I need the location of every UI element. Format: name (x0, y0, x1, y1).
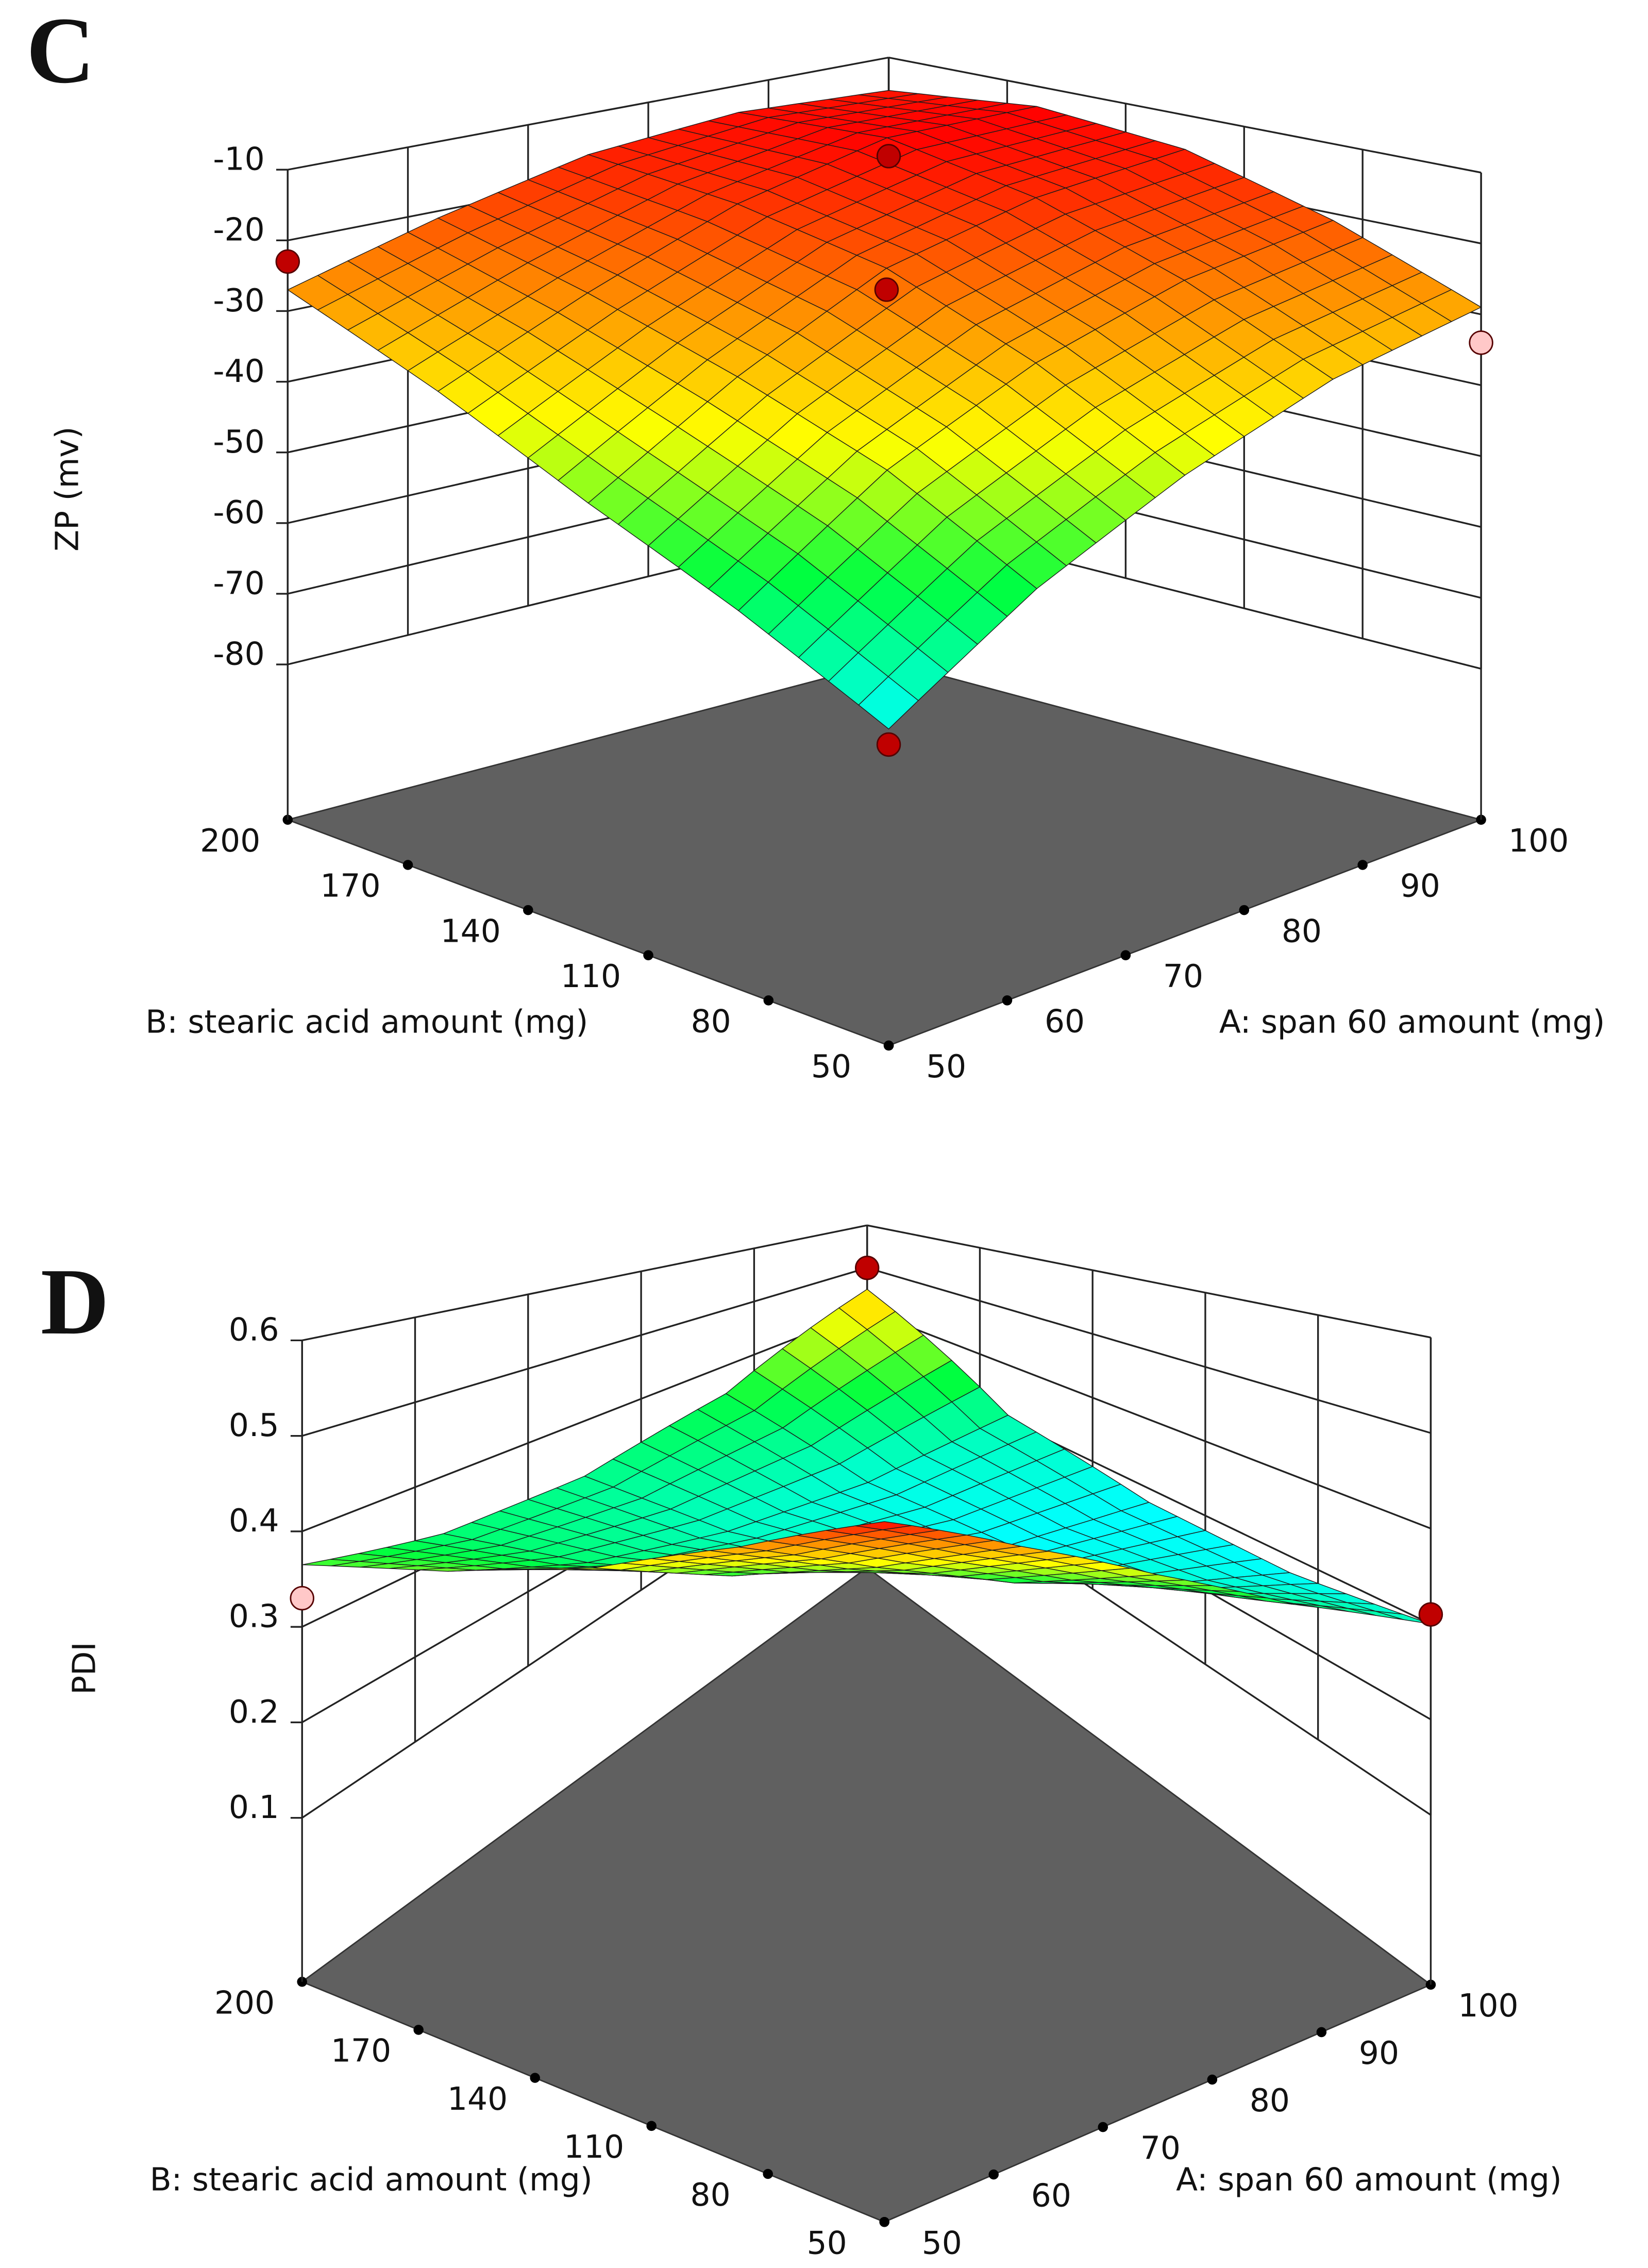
y-tick-label: 80 (691, 2177, 731, 2213)
tick-mark (1120, 950, 1131, 960)
x-tick-label: 70 (1163, 958, 1203, 995)
grid-line (301, 1267, 868, 1437)
floor (300, 1566, 1433, 2223)
design-point (1469, 330, 1493, 355)
z-tick-label: -50 (213, 424, 264, 460)
tick-mark (763, 995, 774, 1006)
y-axis-label: B: stearic acid amount (mg) (150, 2162, 593, 2198)
z-tick-label: -40 (213, 353, 264, 390)
x-tick-label: 80 (1282, 913, 1322, 949)
x-axis-label: A: span 60 amount (mg) (1219, 1004, 1605, 1041)
x-tick-label: 50 (922, 2225, 962, 2261)
grid-line (287, 56, 889, 171)
grid-line (867, 1267, 1431, 1434)
tick-mark (1239, 905, 1250, 915)
grid-line (301, 1309, 868, 1532)
tick-mark (530, 2073, 540, 2083)
x-tick-label: 100 (1458, 1988, 1518, 2024)
y-tick-label: 50 (811, 1048, 851, 1085)
z-tick-label: 0.5 (229, 1407, 279, 1444)
design-point (876, 732, 901, 757)
tick-mark (413, 2025, 424, 2035)
tick-mark (643, 950, 653, 960)
z-tick-label: -80 (213, 636, 264, 672)
x-tick-label: 90 (1400, 868, 1440, 905)
design-point (876, 144, 901, 169)
tick-mark (646, 2121, 657, 2131)
y-tick-label: 200 (200, 823, 260, 859)
grid-line (867, 1224, 1431, 1339)
z-tick-label: -20 (213, 212, 264, 248)
tick-mark (1316, 2027, 1327, 2038)
tick-mark (1357, 860, 1368, 870)
z-tick-label: -60 (213, 494, 264, 531)
x-tick-label: 70 (1140, 2130, 1181, 2166)
tick-mark (1002, 995, 1013, 1006)
z-tick-label: 0.6 (229, 1312, 279, 1348)
x-tick-label: 100 (1508, 823, 1569, 859)
y-tick-label: 200 (214, 1985, 275, 2021)
y-tick-label: 140 (441, 913, 501, 949)
design-point (275, 249, 300, 274)
x-tick-label: 80 (1250, 2082, 1290, 2119)
z-tick-label: 0.3 (229, 1598, 279, 1635)
z-tick-label: -70 (213, 565, 264, 602)
y-tick-label: 50 (807, 2225, 847, 2261)
y-tick-label: 80 (691, 1004, 731, 1040)
tick-mark (879, 2216, 889, 2227)
y-axis-label: B: stearic acid amount (mg) (145, 1004, 588, 1041)
z-tick-label: 0.2 (229, 1694, 279, 1730)
x-tick-label: 50 (926, 1048, 966, 1085)
tick-mark (883, 1040, 894, 1051)
y-tick-label: 110 (561, 958, 621, 995)
z-tick-label: -30 (213, 282, 264, 319)
grid-line (301, 1224, 868, 1342)
tick-mark (763, 2169, 773, 2179)
panel-label: D (41, 1249, 109, 1354)
x-tick-label: 60 (1045, 1004, 1085, 1040)
tick-mark (523, 905, 533, 915)
z-tick-label: 0.1 (229, 1789, 279, 1826)
z-axis-label: PDI (66, 1642, 103, 1694)
surface-chart: -10 -20 -30 -40 -50 -60 -70 -80 50 60 70 80 90 100 50 8… (26, 0, 1605, 1085)
surface-cell (858, 676, 919, 730)
panel-label: C (26, 0, 95, 103)
y-tick-label: 170 (331, 2033, 391, 2070)
design-point (854, 1256, 880, 1280)
tick-mark (402, 860, 413, 870)
y-tick-label: 170 (320, 868, 380, 905)
z-tick-label: -10 (213, 141, 264, 178)
surface-chart: 0.6 0.5 0.4 0.3 0.2 0.1 50 60 70 80 90 100 50 80 110 14… (41, 1224, 1562, 2261)
grid-line (888, 56, 1482, 174)
z-axis-label: ZP (mv) (49, 426, 86, 552)
tick-mark (1098, 2122, 1108, 2132)
x-tick-label: 60 (1031, 2177, 1071, 2214)
design-point (874, 277, 899, 302)
x-tick-label: 90 (1359, 2035, 1399, 2072)
x-axis-label: A: span 60 amount (mg) (1176, 2162, 1562, 2198)
design-point (1418, 1602, 1443, 1627)
surface-cell (855, 1521, 912, 1530)
design-point (290, 1586, 314, 1611)
tick-mark (1207, 2074, 1218, 2085)
z-tick-label: 0.4 (229, 1503, 279, 1539)
grid-line (867, 1309, 1432, 1529)
tick-mark (988, 2169, 999, 2180)
y-tick-label: 110 (564, 2129, 624, 2165)
y-tick-label: 140 (447, 2081, 508, 2117)
